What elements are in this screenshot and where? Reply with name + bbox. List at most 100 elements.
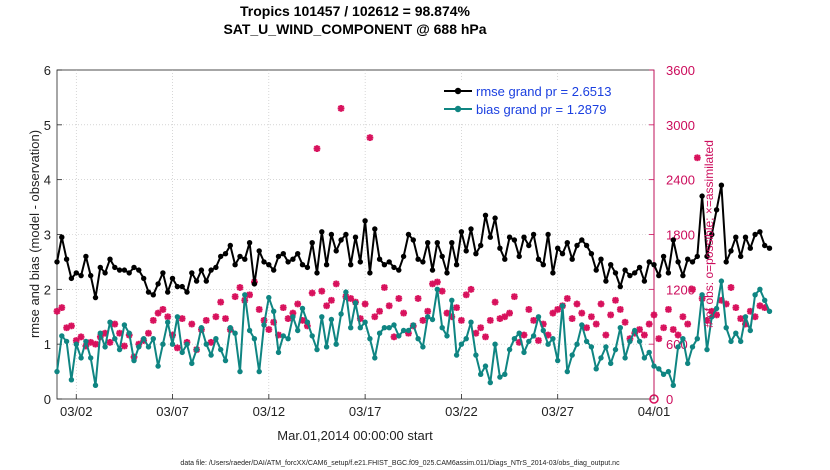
data-point-rmse: [165, 289, 171, 295]
data-point-bias: [444, 333, 450, 339]
obs-count-marker: [313, 145, 321, 152]
obs-count-marker: [477, 324, 485, 332]
data-point-bias: [757, 286, 763, 292]
data-point-rmse: [497, 245, 503, 251]
obs-count-marker: [395, 295, 403, 302]
data-point-bias: [530, 333, 537, 339]
obs-count-marker: [588, 313, 595, 321]
obs-count-marker: [337, 104, 345, 112]
y-tick-label-left: 3: [44, 228, 51, 243]
data-point-rmse: [213, 264, 219, 271]
data-point-rmse: [362, 218, 368, 224]
data-point-bias: [348, 325, 354, 331]
data-point-rmse: [59, 234, 65, 240]
obs-count-marker: [491, 298, 499, 306]
obs-count-marker: [501, 313, 509, 321]
obs-count-marker: [121, 342, 128, 350]
data-point-rmse: [612, 270, 619, 276]
data-point-rmse: [511, 237, 518, 243]
data-point-rmse: [88, 272, 94, 279]
data-point-bias: [478, 371, 484, 377]
data-point-bias: [718, 278, 725, 284]
data-point-bias: [165, 319, 171, 325]
y-tick-label-left: 4: [44, 173, 51, 188]
data-point-rmse: [598, 256, 604, 262]
data-point-bias: [150, 336, 156, 342]
data-point-rmse: [145, 289, 152, 295]
data-point-bias: [579, 322, 585, 328]
data-point-bias: [338, 311, 344, 317]
data-point-bias: [266, 294, 272, 301]
data-point-bias: [141, 336, 147, 342]
data-point-bias: [415, 336, 421, 342]
data-point-bias: [381, 325, 388, 331]
obs-count-marker: [578, 309, 586, 317]
obs-count-marker: [188, 320, 196, 328]
obs-count-marker: [255, 306, 263, 313]
data-point-bias: [670, 382, 676, 388]
data-point-bias: [343, 289, 349, 295]
x-tick-label: 04/01: [638, 404, 671, 419]
obs-count-marker: [323, 302, 331, 310]
obs-count-marker: [380, 284, 388, 291]
data-point-bias: [323, 344, 330, 350]
data-file-footnote: data file: /Users/raeder/DAI/ATM_forcXX/…: [180, 460, 620, 467]
data-point-rmse: [680, 272, 686, 279]
data-point-rmse: [343, 231, 349, 238]
data-point-rmse: [545, 231, 551, 238]
data-point-bias: [574, 341, 580, 347]
data-point-rmse: [434, 240, 440, 246]
data-point-rmse: [689, 259, 696, 265]
y-tick-label-left: 0: [44, 392, 51, 407]
data-point-bias: [242, 292, 248, 298]
y-tick-label-left: 5: [44, 118, 51, 133]
data-point-bias: [59, 333, 65, 339]
y-tick-label-right: 0: [666, 392, 673, 407]
data-point-bias: [362, 319, 368, 325]
data-point-rmse: [439, 253, 445, 260]
y-axis-label-right: # of obs: o=possible; ×=assimilated: [702, 140, 716, 328]
data-point-rmse: [396, 267, 402, 273]
data-point-rmse: [203, 278, 209, 284]
data-point-bias: [439, 325, 445, 331]
obs-count-marker: [371, 313, 379, 321]
data-point-bias: [473, 352, 479, 358]
data-point-rmse: [208, 267, 214, 273]
data-point-rmse: [747, 245, 753, 251]
data-point-bias: [136, 344, 142, 350]
data-point-rmse: [535, 256, 542, 262]
obs-count-marker: [111, 320, 119, 328]
data-point-rmse: [367, 270, 373, 276]
y-tick-label-right: 3000: [666, 118, 695, 133]
data-point-rmse: [574, 242, 580, 249]
data-point-rmse: [328, 231, 335, 238]
data-point-bias: [559, 303, 566, 309]
data-point-bias: [73, 341, 80, 347]
data-point-bias: [762, 297, 768, 303]
data-point-rmse: [429, 267, 436, 273]
obs-count-marker: [68, 322, 75, 330]
data-point-rmse: [198, 267, 205, 273]
obs-count-marker: [173, 344, 181, 352]
obs-count-marker: [616, 306, 624, 313]
data-point-bias: [405, 327, 412, 334]
data-point-rmse: [410, 237, 416, 243]
obs-count-marker: [669, 326, 677, 333]
data-point-rmse: [559, 251, 566, 257]
data-point-rmse: [155, 281, 161, 287]
data-point-rmse: [261, 259, 267, 265]
data-point-rmse: [116, 267, 123, 273]
obs-count-marker: [462, 291, 470, 299]
obs-count-marker: [106, 338, 114, 346]
data-point-bias: [622, 355, 628, 361]
data-point-bias: [482, 363, 489, 369]
data-point-bias: [632, 327, 638, 334]
x-tick-label: 03/27: [541, 404, 574, 419]
data-point-rmse: [304, 264, 311, 271]
data-point-rmse: [482, 212, 489, 218]
obs-count-marker: [732, 304, 740, 312]
obs-count-marker: [573, 300, 581, 308]
data-point-rmse: [218, 253, 224, 260]
data-point-bias: [88, 355, 94, 361]
data-point-rmse: [372, 226, 378, 232]
